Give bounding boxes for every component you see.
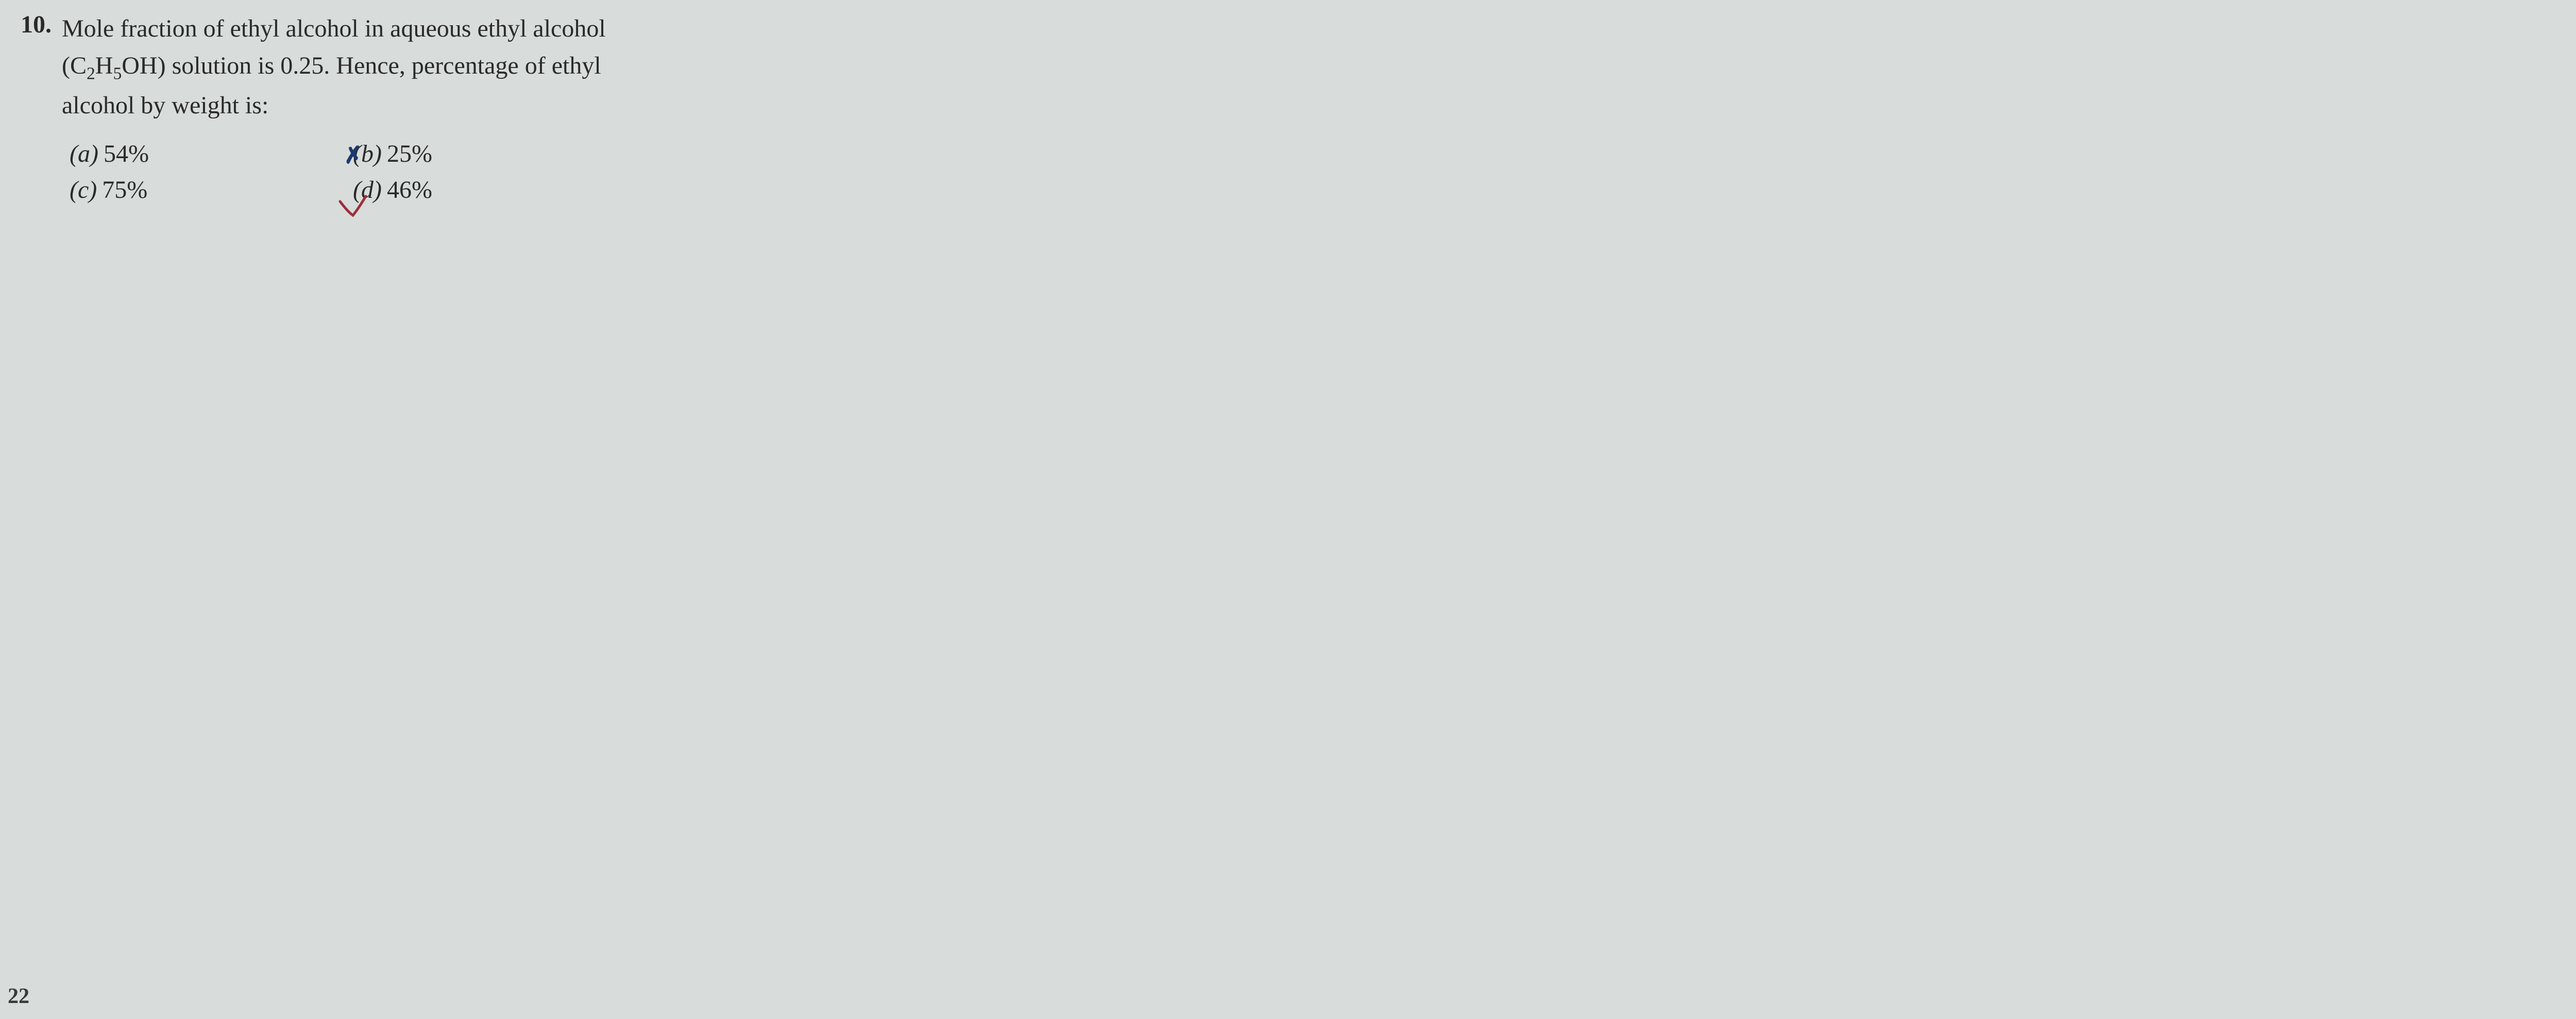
option-a-label: (a) — [70, 140, 98, 168]
subscript-5: 5 — [113, 64, 122, 83]
question-line2-part1: (C — [62, 52, 87, 79]
option-d: (d) 46% — [353, 176, 432, 204]
page-number: 22 — [8, 984, 29, 1009]
option-d-value: 46% — [387, 176, 432, 204]
question-text: Mole fraction of ethyl alcohol in aqueou… — [62, 10, 606, 124]
option-a-value: 54% — [104, 140, 149, 168]
option-b-value: 25% — [387, 140, 432, 168]
question-number: 10. — [21, 10, 52, 39]
question-line1: Mole fraction of ethyl alcohol in aqueou… — [62, 15, 606, 42]
option-c-label: (c) — [70, 176, 97, 204]
option-a: (a) 54% — [70, 140, 353, 168]
question-container: 10. Mole fraction of ethyl alcohol in aq… — [21, 10, 2555, 124]
subscript-2: 2 — [87, 64, 95, 83]
check-mark-icon — [337, 194, 379, 219]
options-row-1: (a) 54% ✗ (b) 25% — [70, 140, 2555, 168]
cross-mark-icon: ✗ — [343, 141, 364, 169]
options-container: (a) 54% ✗ (b) 25% (c) 75% (d) 46% — [70, 140, 2555, 204]
options-row-2: (c) 75% (d) 46% — [70, 176, 2555, 204]
question-line3: alcohol by weight is: — [62, 92, 268, 119]
option-c-value: 75% — [102, 176, 147, 204]
option-c: (c) 75% — [70, 176, 353, 204]
option-b: ✗ (b) 25% — [353, 140, 432, 168]
question-line2-part3: OH) solution is 0.25. Hence, percentage … — [122, 52, 601, 79]
question-line2-part2: H — [95, 52, 113, 79]
